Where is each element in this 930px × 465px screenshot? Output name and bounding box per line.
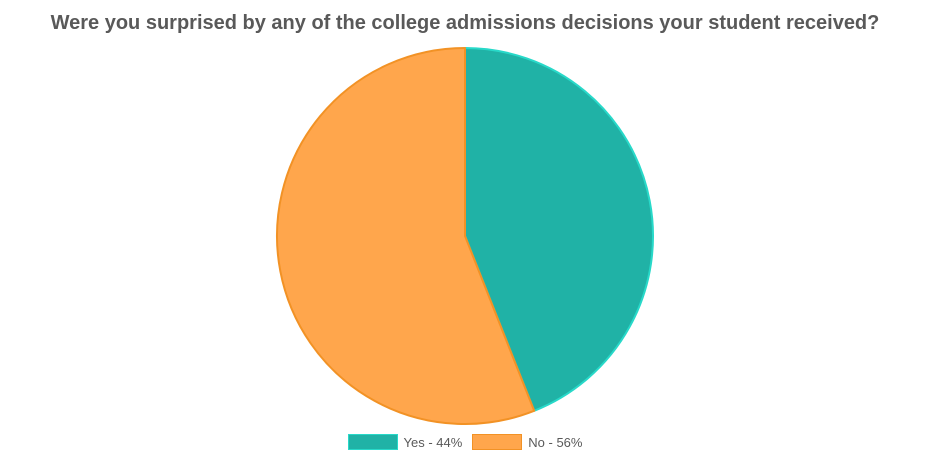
pie-slice-no[interactable] [276,47,536,425]
chart-legend: Yes - 44% No - 56% [0,434,930,450]
legend-label-yes: Yes - 44% [403,434,463,450]
pie-chart [276,47,654,425]
chart-title: Were you surprised by any of the college… [50,12,880,34]
legend-item-no[interactable]: No - 56% [472,434,582,450]
pie-slice-yes[interactable] [464,47,654,412]
legend-swatch-no [472,434,523,450]
legend-item-yes[interactable]: Yes - 44% [347,434,463,450]
legend-swatch-yes [347,434,398,450]
legend-label-no: No - 56% [528,434,583,450]
